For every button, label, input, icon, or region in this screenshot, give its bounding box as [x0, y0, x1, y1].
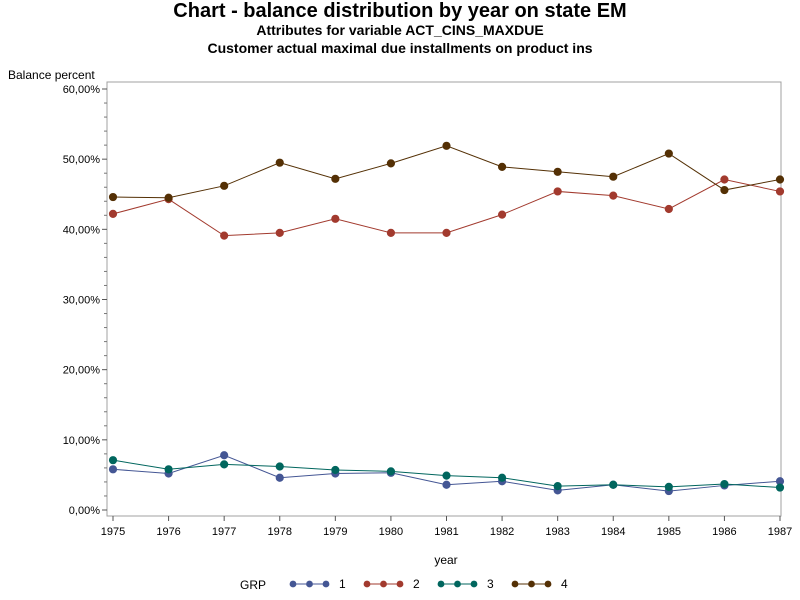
chart-subtitle-line-2: Customer actual maximal due installments… [207, 40, 592, 56]
y-tick-label: 10,00% [63, 435, 101, 447]
data-point [442, 480, 451, 489]
data-point [220, 231, 229, 240]
data-point [164, 465, 173, 474]
legend-item-4: 4 [511, 577, 568, 591]
data-point [720, 175, 729, 184]
x-axis-label: year [434, 553, 457, 567]
data-point [386, 228, 396, 237]
series-4 [108, 141, 785, 202]
x-tick-label: 1977 [212, 526, 236, 538]
legend-item-1: 1 [289, 577, 346, 591]
legend-swatch-marker [528, 580, 535, 588]
legend-swatch-marker [306, 580, 313, 588]
data-point [775, 483, 785, 492]
data-point [275, 228, 284, 237]
data-point [220, 460, 229, 469]
series-3 [108, 456, 785, 492]
x-tick-label: 1982 [490, 526, 514, 538]
data-point [609, 480, 618, 489]
legend-swatch-marker [289, 580, 297, 588]
x-tick-label: 1978 [268, 526, 292, 538]
data-point [775, 175, 785, 184]
data-point [386, 467, 396, 476]
data-point [275, 462, 284, 471]
chart-subtitle-line-1: Attributes for variable ACT_CINS_MAXDUE [256, 22, 543, 38]
data-point [108, 209, 118, 218]
legend-label: 3 [487, 577, 494, 591]
data-point [220, 181, 229, 190]
legend-swatch-marker [380, 580, 387, 588]
y-axis-label: Balance percent [8, 68, 95, 82]
y-tick-label: 30,00% [63, 295, 101, 307]
data-point [609, 191, 618, 200]
legend-title: GRP [240, 578, 266, 592]
data-point [108, 456, 118, 465]
data-point [553, 482, 562, 491]
data-point [331, 214, 340, 223]
data-point [553, 187, 562, 196]
data-point [164, 193, 173, 202]
y-axis: 0,00% 10,00% 20,00% 30,00% 40,00% 50,00% 60,00… [63, 84, 107, 517]
x-tick-label: 1980 [379, 526, 403, 538]
y-tick-label: 50,00% [63, 154, 101, 166]
data-point [275, 473, 284, 482]
x-tick-label: 1984 [601, 526, 625, 538]
data-point [275, 158, 284, 167]
data-point [497, 473, 507, 482]
series-line-4 [112, 145, 781, 199]
data-point [720, 479, 729, 489]
data-point [442, 141, 451, 150]
legend-item-3: 3 [437, 577, 494, 591]
data-point [497, 210, 507, 219]
legend-label: 2 [413, 577, 420, 591]
legend-label: 4 [561, 577, 568, 591]
x-tick-label: 1979 [323, 526, 347, 538]
data-point [664, 149, 673, 158]
x-tick-label: 1987 [768, 526, 792, 538]
data-point [664, 204, 673, 214]
x-tick-label: 1975 [101, 526, 125, 538]
legend-swatch-marker [437, 580, 445, 588]
data-point [442, 471, 451, 480]
legend-label: 1 [339, 577, 346, 591]
legend-swatch-marker [544, 580, 552, 588]
data-point [331, 174, 340, 183]
chart-title: Chart - balance distribution by year on … [173, 0, 626, 22]
legend-swatch-marker [454, 580, 461, 588]
data-point [108, 465, 118, 474]
data-point [609, 172, 618, 181]
data-point [108, 192, 118, 202]
series-layer [108, 141, 785, 496]
data-point [553, 167, 562, 176]
x-axis: 1975 1976 1977 1978 1979 1980 1981 1982 1983 1984… [101, 516, 792, 538]
x-tick-label: 1985 [657, 526, 681, 538]
data-point [442, 228, 451, 237]
data-point [386, 159, 396, 168]
y-tick-label: 0,00% [69, 505, 100, 517]
legend-swatch-marker [322, 580, 330, 588]
legend-swatch-marker [470, 580, 478, 588]
y-tick-label: 40,00% [63, 224, 101, 236]
legend-swatch-marker [511, 580, 519, 588]
data-point [775, 187, 785, 196]
series-2 [108, 175, 785, 240]
x-tick-label: 1976 [156, 526, 180, 538]
data-point [664, 482, 673, 491]
legend-item-2: 2 [363, 577, 420, 591]
y-tick-label: 60,00% [63, 84, 101, 96]
data-point [331, 465, 340, 475]
x-tick-label: 1981 [434, 526, 458, 538]
x-tick-label: 1983 [545, 526, 569, 538]
legend: GRP 1 2 3 4 [240, 577, 568, 592]
legend-swatch-marker [396, 580, 404, 588]
data-point [720, 185, 729, 195]
data-point [497, 162, 507, 171]
y-tick-label: 20,00% [63, 365, 101, 377]
legend-swatch-marker [363, 580, 371, 588]
x-tick-label: 1986 [712, 526, 736, 538]
data-point [220, 451, 229, 460]
